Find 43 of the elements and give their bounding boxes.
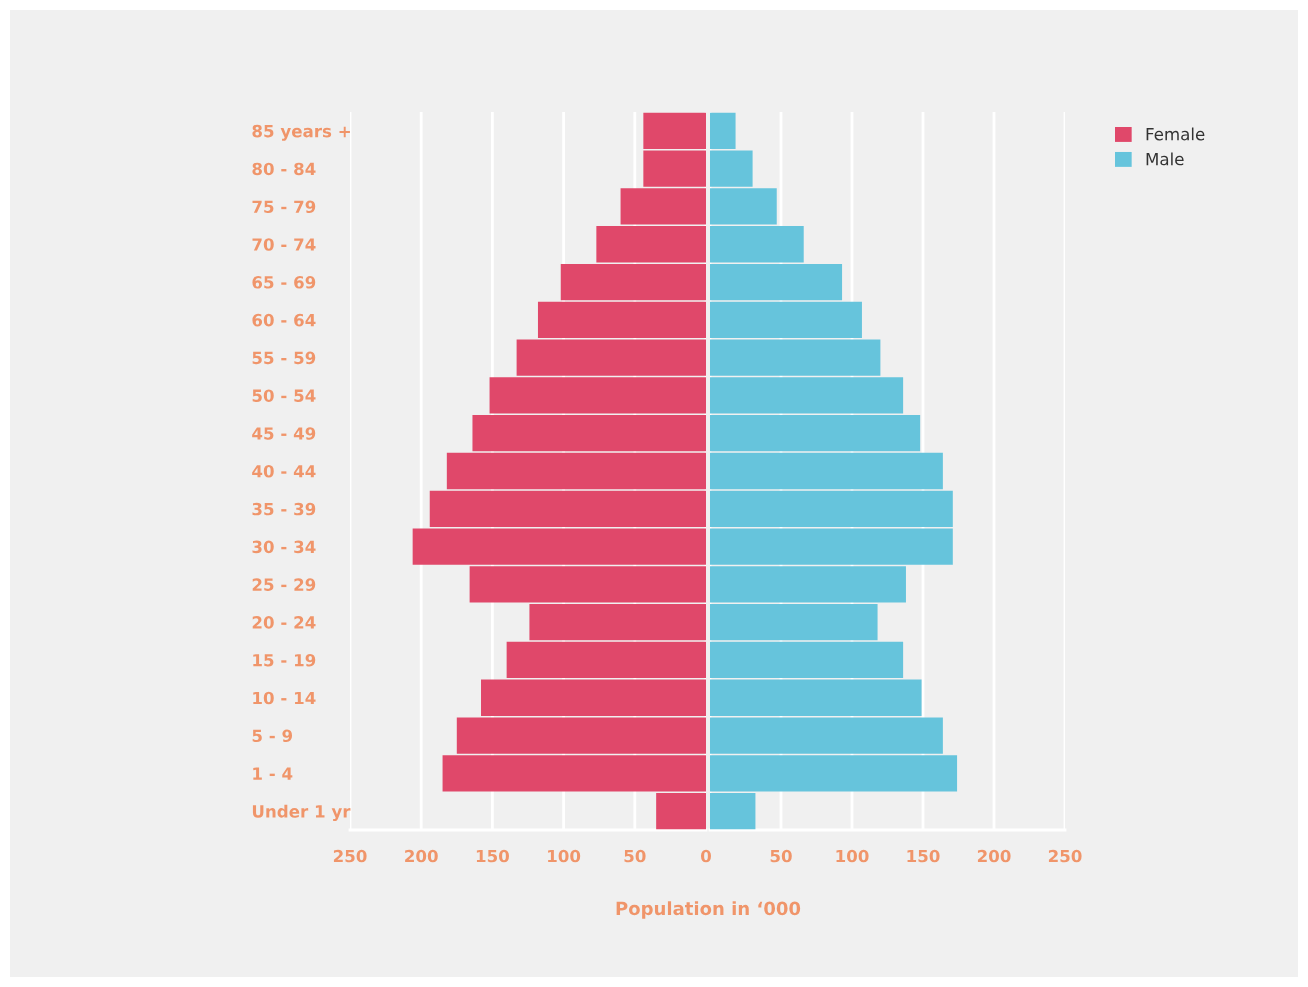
x-tick-label: 100 — [548, 849, 581, 863]
bar — [710, 641, 904, 679]
x-tick-label: 100 — [836, 849, 869, 863]
y-tick-label: 70 - 74 — [252, 238, 316, 251]
x-tick-label: 250 — [1048, 849, 1082, 863]
bar — [710, 452, 943, 490]
bar — [656, 792, 706, 830]
x-tick-label: 150 — [476, 849, 509, 863]
y-tick-label: 5 - 9 — [252, 729, 293, 743]
legend-label: Female — [1146, 127, 1205, 141]
y-tick-label: 25 - 29 — [252, 578, 316, 591]
y-tick-label: 75 - 79 — [252, 200, 316, 214]
bar — [643, 112, 706, 150]
y-tick-label: 80 - 84 — [252, 162, 316, 176]
y-tick-label: Under 1 yr — [252, 804, 351, 822]
legend-label: Male — [1146, 152, 1184, 166]
x-tick-label: 200 — [405, 849, 438, 863]
y-tick-label: 10 - 14 — [253, 691, 316, 705]
y-tick-label: 30 - 34 — [252, 540, 316, 554]
y-tick-label: 45 - 49 — [252, 427, 316, 440]
y-tick-label: 20 - 24 — [252, 616, 316, 629]
y-tick-label: 65 - 69 — [252, 276, 316, 289]
bar — [560, 263, 706, 301]
y-tick-label: 35 - 39 — [252, 502, 316, 516]
bar — [710, 792, 756, 830]
x-tick-label: 50 — [770, 849, 792, 863]
x-tick-label: 50 — [624, 849, 646, 863]
x-tick-label: 200 — [977, 849, 1011, 863]
x-axis-title: Population in ‘000 — [616, 901, 801, 919]
bar — [710, 112, 736, 150]
bar — [710, 263, 843, 301]
bar — [506, 641, 706, 679]
y-tick-label: 85 years + — [252, 124, 350, 141]
y-tick-label: 55 - 59 — [252, 351, 316, 365]
y-tick-label: 1 - 4 — [253, 767, 293, 780]
y-tick-label: 50 - 54 — [252, 389, 316, 402]
x-tick-label: 0 — [701, 849, 711, 863]
bar — [446, 452, 706, 490]
x-tick-label: 250 — [333, 849, 367, 863]
y-tick-label: 15 - 19 — [253, 653, 316, 667]
x-tick-label: 150 — [907, 849, 940, 863]
y-tick-label: 40 - 44 — [252, 464, 316, 478]
y-tick-label: 60 - 64 — [252, 313, 316, 327]
